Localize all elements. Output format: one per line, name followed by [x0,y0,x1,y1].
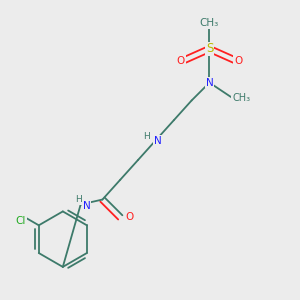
Text: CH₃: CH₃ [200,18,219,28]
Text: S: S [206,42,213,56]
Text: O: O [177,56,185,66]
Text: Cl: Cl [16,216,26,226]
Text: O: O [234,56,242,66]
Text: N: N [206,78,213,88]
Text: H: H [143,132,149,141]
Text: N: N [154,136,162,146]
Text: O: O [125,212,133,222]
Text: H: H [75,195,82,204]
Text: CH₃: CH₃ [232,94,250,103]
Text: N: N [83,202,91,212]
